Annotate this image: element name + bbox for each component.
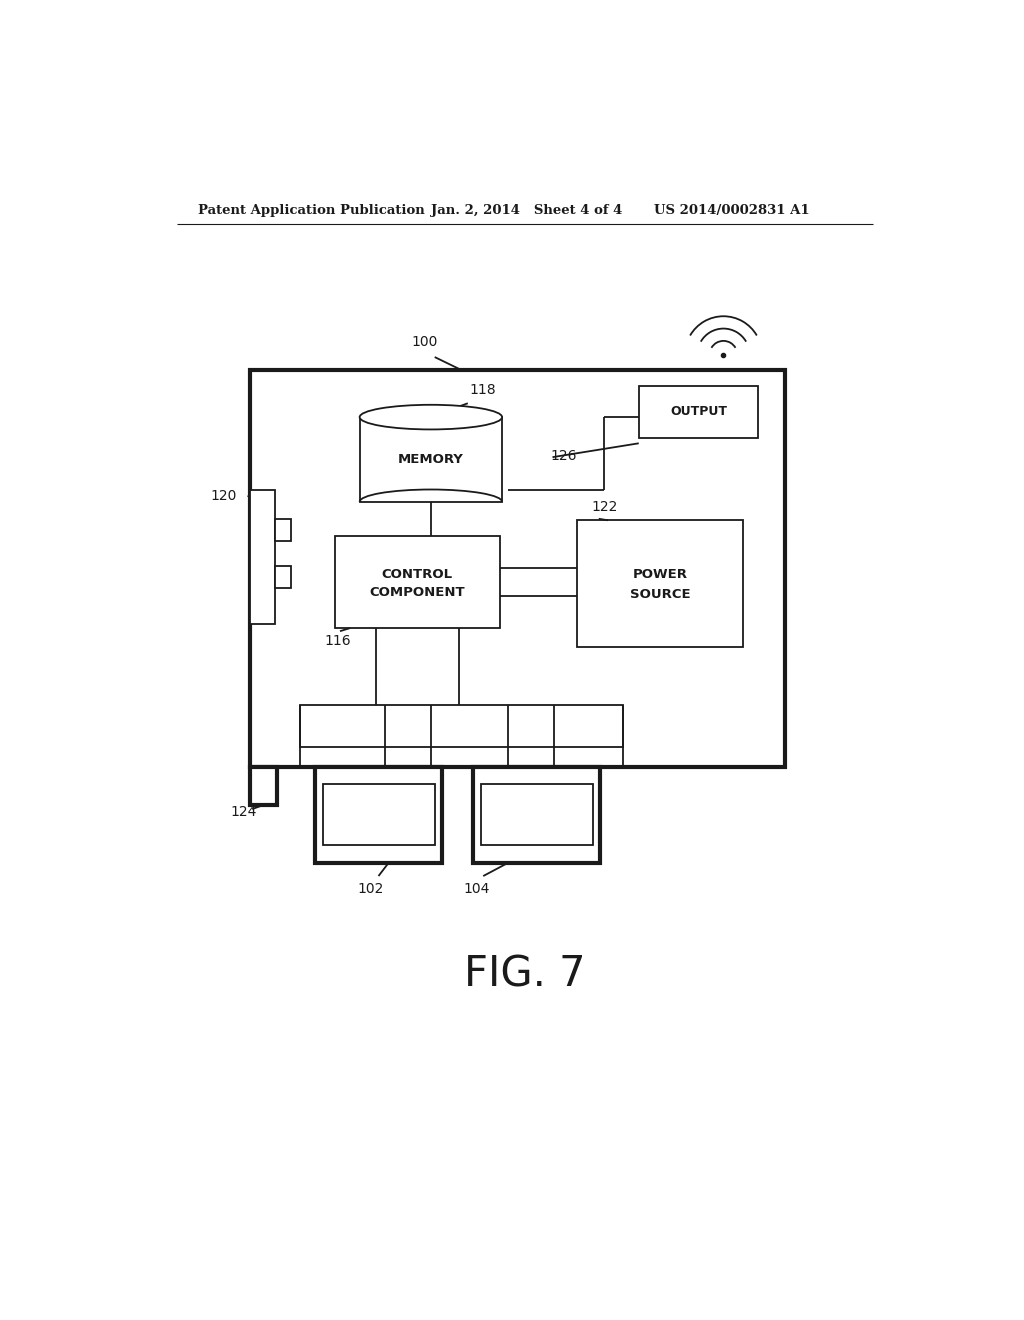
Text: Jan. 2, 2014   Sheet 4 of 4: Jan. 2, 2014 Sheet 4 of 4 [431,205,623,218]
Text: 120: 120 [211,490,237,503]
Bar [639,385,758,438]
Bar [481,784,593,845]
Bar [323,784,435,845]
Text: 100: 100 [412,335,438,350]
Text: 124: 124 [230,805,257,820]
Text: COMPONENT: COMPONENT [370,586,465,599]
Bar [250,767,276,805]
Text: CONTROL: CONTROL [382,568,453,581]
Text: 122: 122 [591,500,617,515]
Text: 116: 116 [325,635,351,648]
Bar [315,767,442,863]
Text: POWER: POWER [633,568,687,581]
Text: 126: 126 [550,449,577,463]
Text: US 2014/0002831 A1: US 2014/0002831 A1 [654,205,810,218]
Bar [250,490,274,624]
Text: FIG. 7: FIG. 7 [464,953,586,995]
Text: 104: 104 [464,882,490,896]
Text: 102: 102 [357,882,384,896]
Bar [473,767,600,863]
Text: 118: 118 [469,383,496,397]
Text: OUTPUT: OUTPUT [670,405,727,418]
Bar [274,519,292,541]
Text: Patent Application Publication: Patent Application Publication [199,205,425,218]
Bar [274,566,292,587]
Bar [360,417,503,502]
Bar [335,536,500,628]
Bar [578,520,742,647]
Ellipse shape [359,405,502,429]
Bar [250,370,785,767]
Text: MEMORY: MEMORY [398,453,464,466]
Bar [300,705,624,747]
Text: SOURCE: SOURCE [630,589,690,601]
